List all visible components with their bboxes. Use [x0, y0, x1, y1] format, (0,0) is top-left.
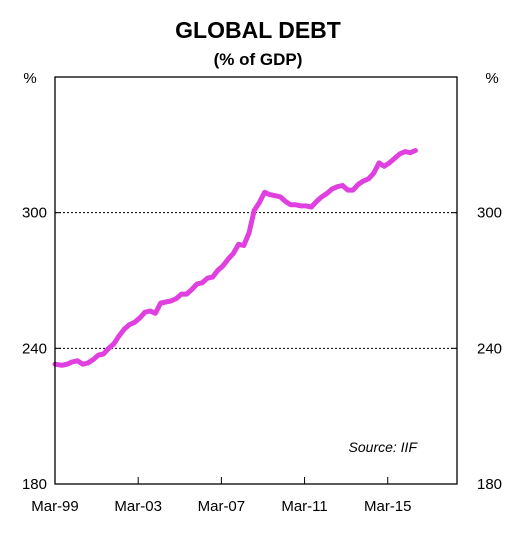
x-tick-label: Mar-07 — [198, 498, 246, 515]
y-tick-label-right: 240 — [477, 340, 502, 357]
y-tick-label-left: 180 — [22, 476, 47, 493]
y-unit-right: % — [485, 70, 498, 87]
plot-frame — [54, 76, 458, 485]
y-tick-labels: 180 180 240 240 300 300 — [22, 205, 502, 493]
y-tick-label-right: 300 — [477, 205, 502, 222]
x-tick-labels: Mar-99 Mar-03 Mar-07 Mar-11 Mar-15 — [31, 477, 412, 515]
chart-title: GLOBAL DEBT — [175, 17, 341, 43]
y-tick-label-left: 240 — [22, 340, 47, 357]
x-tick-label: Mar-99 — [31, 498, 79, 515]
y-tick-label-right: 180 — [477, 476, 502, 493]
gridlines — [55, 212, 457, 349]
source-note: Source: IIF — [349, 439, 419, 455]
x-tick-label: Mar-03 — [114, 498, 162, 515]
series-layer — [52, 148, 418, 368]
y-unit-left: % — [23, 70, 36, 87]
y-tick-label-left: 300 — [22, 205, 47, 222]
x-tick-label: Mar-11 — [281, 498, 327, 515]
chart-subtitle: (% of GDP) — [214, 50, 303, 69]
series-line-0 — [52, 148, 418, 368]
x-tick-label: Mar-15 — [364, 498, 412, 515]
